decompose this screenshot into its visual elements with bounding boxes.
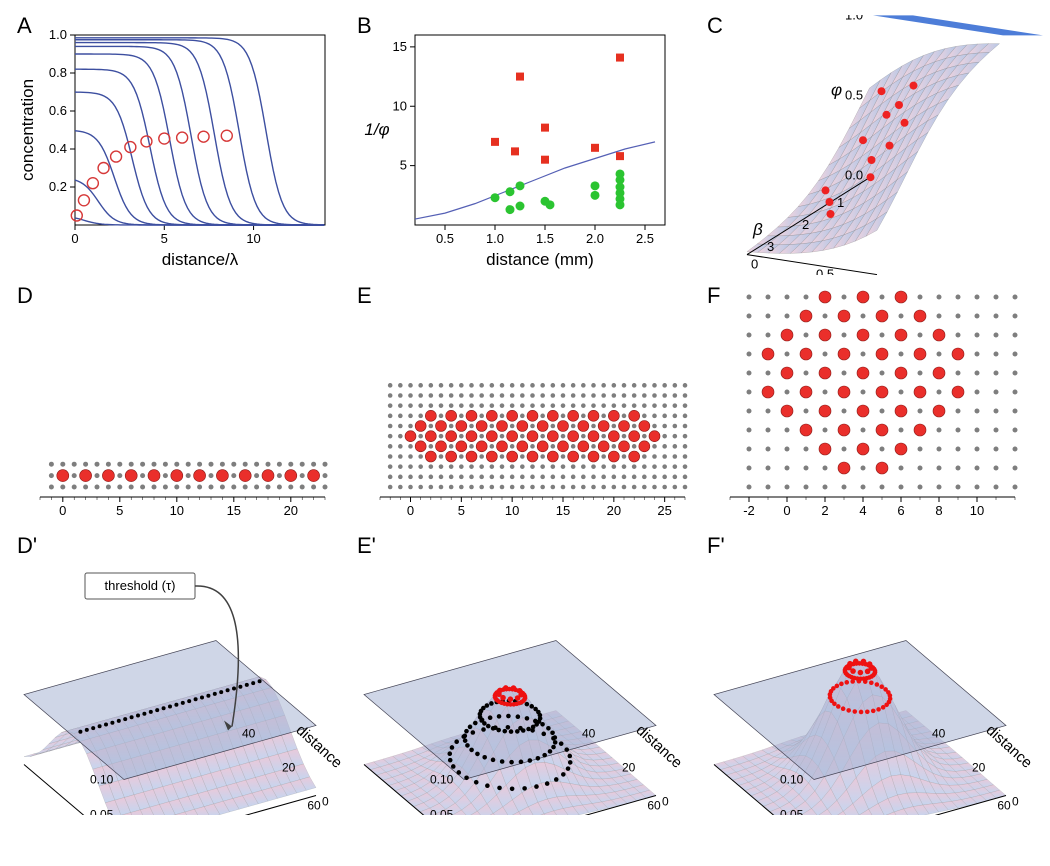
svg-text:25: 25 (657, 503, 671, 518)
svg-text:60: 60 (647, 799, 661, 813)
svg-text:2.5: 2.5 (636, 231, 654, 246)
svg-text:2: 2 (802, 217, 809, 232)
svg-text:0.8: 0.8 (49, 65, 67, 80)
svg-text:20: 20 (622, 761, 636, 775)
svg-text:2.0: 2.0 (586, 231, 604, 246)
panel-a-label: A (17, 13, 32, 39)
svg-text:0.5: 0.5 (436, 231, 454, 246)
svg-text:distance (mm): distance (mm) (486, 250, 594, 269)
figure-grid: A 05100.20.40.60.81.0distance/λconcentra… (15, 15, 1035, 815)
svg-text:0: 0 (59, 503, 66, 518)
svg-text:20: 20 (284, 503, 298, 518)
svg-text:1.5: 1.5 (536, 231, 554, 246)
panel-b: B 0.5 1.0 1.5 2.0 2.5 5 10 15 distance (mm) 1/φ (355, 15, 695, 275)
panel-e: E 0 5 10 15 20 25 (355, 285, 695, 525)
svg-text:10: 10 (970, 503, 984, 518)
svg-text:60: 60 (307, 799, 321, 813)
panel-ep: E' 0204060020400.050.10distancedistance (355, 535, 695, 815)
svg-text:20: 20 (282, 761, 296, 775)
svg-text:40: 40 (242, 727, 256, 741)
svg-text:5: 5 (458, 503, 465, 518)
svg-text:0.05: 0.05 (430, 808, 454, 816)
svg-text:0: 0 (783, 503, 790, 518)
svg-text:0.10: 0.10 (430, 773, 454, 787)
svg-text:0: 0 (751, 257, 758, 272)
panel-e-label: E (357, 283, 372, 309)
svg-text:10: 10 (170, 503, 184, 518)
panel-fp-label: F' (707, 533, 725, 559)
svg-text:20: 20 (972, 761, 986, 775)
svg-text:-2: -2 (743, 503, 755, 518)
panel-d: D 0 5 10 15 20 (15, 285, 345, 525)
svg-text:2: 2 (821, 503, 828, 518)
svg-text:10: 10 (505, 503, 519, 518)
svg-text:4: 4 (859, 503, 866, 518)
svg-text:φ: φ (831, 80, 842, 99)
surface-dp: 0204060020400.050.10distancedistancethre… (15, 535, 345, 815)
svg-text:0: 0 (662, 795, 669, 809)
panel-c-label: C (707, 13, 723, 39)
chart-c: 12300.510.00.51.0βδφ (705, 15, 1045, 275)
chart-b: 0.5 1.0 1.5 2.0 2.5 5 10 15 distance (mm) 1/φ (355, 15, 675, 275)
svg-text:0.4: 0.4 (49, 141, 67, 156)
panel-b-label: B (357, 13, 372, 39)
panel-d-label: D (17, 283, 33, 309)
svg-text:0.0: 0.0 (845, 167, 863, 182)
svg-text:10: 10 (393, 98, 407, 113)
svg-text:6: 6 (897, 503, 904, 518)
svg-text:40: 40 (932, 727, 946, 741)
panel-ep-label: E' (357, 533, 376, 559)
panel-dp-label: D' (17, 533, 37, 559)
panel-c: C 12300.510.00.51.0βδφ (705, 15, 1045, 275)
lattice-e: 0 5 10 15 20 25 (355, 285, 695, 525)
svg-text:β: β (752, 220, 763, 239)
svg-text:distance/λ: distance/λ (162, 250, 239, 269)
surface-fp: 0204060020400.050.10distancedistance (705, 535, 1035, 815)
svg-text:0.05: 0.05 (780, 808, 804, 816)
surface-ep: 0204060020400.050.10distancedistance (355, 535, 685, 815)
svg-text:0: 0 (1012, 795, 1019, 809)
chart-a: 0 5 10 0.2 0.4 0.6 0.8 1.0 distance/λ concentrati… (15, 15, 335, 275)
svg-text:1.0: 1.0 (845, 15, 863, 22)
svg-text:0.10: 0.10 (90, 773, 114, 787)
svg-text:40: 40 (582, 727, 596, 741)
svg-text:0.10: 0.10 (780, 773, 804, 787)
svg-text:0: 0 (322, 795, 329, 809)
svg-text:threshold (τ): threshold (τ) (105, 578, 176, 593)
lattice-f: -2 0 2 4 6 8 10 (705, 285, 1025, 525)
svg-text:concentration: concentration (18, 79, 37, 181)
panel-dp: D' 0204060020400.050.10distancedistancet… (15, 535, 345, 815)
svg-text:60: 60 (997, 799, 1011, 813)
svg-text:distance: distance (983, 722, 1035, 772)
svg-text:0.05: 0.05 (90, 808, 114, 816)
svg-text:1/φ: 1/φ (364, 120, 389, 139)
svg-text:1.0: 1.0 (486, 231, 504, 246)
svg-text:1.0: 1.0 (49, 27, 67, 42)
svg-text:0.5: 0.5 (816, 267, 834, 275)
lattice-d: 0 5 10 15 20 (15, 285, 335, 525)
svg-text:5: 5 (116, 503, 123, 518)
svg-text:20: 20 (607, 503, 621, 518)
svg-text:15: 15 (556, 503, 570, 518)
svg-text:distance: distance (633, 722, 685, 772)
svg-text:1: 1 (837, 195, 844, 210)
svg-text:10: 10 (246, 231, 260, 246)
svg-text:0.5: 0.5 (845, 87, 863, 102)
svg-text:δ: δ (840, 274, 850, 275)
svg-text:0.2: 0.2 (49, 179, 67, 194)
svg-text:15: 15 (393, 39, 407, 54)
panel-f-label: F (707, 283, 720, 309)
panel-a: A 0 5 10 0.2 0.4 0.6 0.8 1.0 distance/λ concentra… (15, 15, 345, 275)
svg-text:15: 15 (227, 503, 241, 518)
svg-text:8: 8 (935, 503, 942, 518)
svg-text:0: 0 (71, 231, 78, 246)
panel-fp: F' 0204060020400.050.10distancedistance (705, 535, 1045, 815)
panel-f: F -2 0 2 4 6 8 10 (705, 285, 1045, 525)
svg-text:0.6: 0.6 (49, 103, 67, 118)
svg-text:5: 5 (400, 158, 407, 173)
svg-text:3: 3 (767, 239, 774, 254)
svg-text:0: 0 (407, 503, 414, 518)
svg-text:5: 5 (161, 231, 168, 246)
